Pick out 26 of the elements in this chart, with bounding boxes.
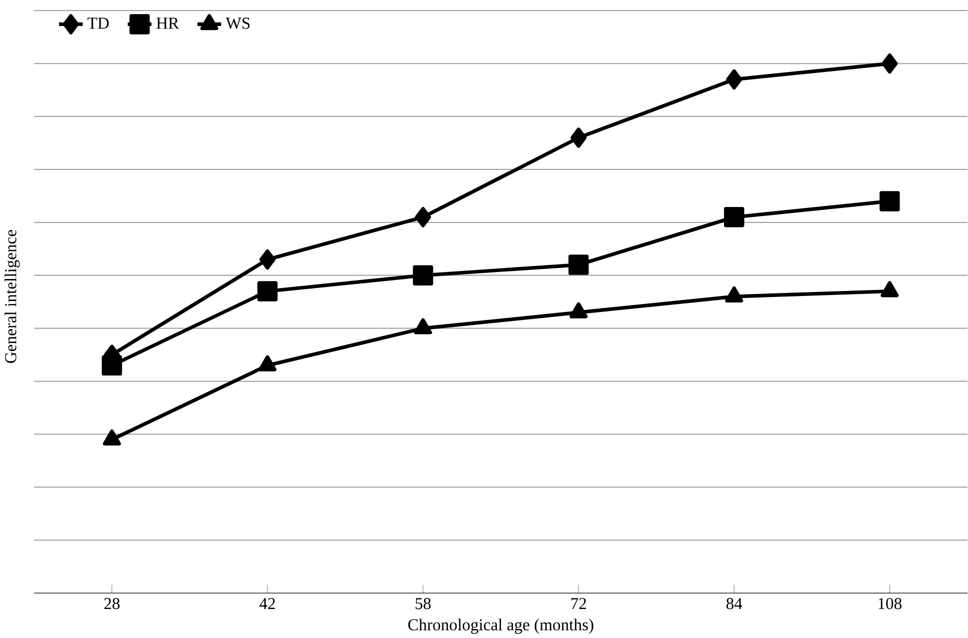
point bbox=[257, 280, 278, 302]
point bbox=[726, 69, 742, 90]
point bbox=[882, 53, 898, 74]
x-tick-label: 84 bbox=[726, 598, 742, 609]
x-tick-label: 42 bbox=[259, 598, 275, 609]
legend-label: HR bbox=[156, 18, 180, 28]
point bbox=[412, 265, 434, 286]
x-tick-label: 72 bbox=[571, 598, 586, 609]
legend-label: TD bbox=[88, 18, 109, 28]
point bbox=[725, 286, 744, 302]
point bbox=[414, 318, 432, 334]
x-axis-title: Chronological age (months) bbox=[408, 618, 594, 634]
x-tick-label: 108 bbox=[878, 598, 902, 609]
legend-label: WS bbox=[226, 17, 250, 29]
x-tick-label: 28 bbox=[104, 598, 120, 609]
point bbox=[259, 249, 276, 270]
point bbox=[724, 206, 744, 227]
y-axis-title: General intelligence bbox=[4, 230, 20, 363]
point bbox=[258, 355, 276, 372]
point bbox=[568, 254, 589, 275]
x-tick-label: 58 bbox=[416, 598, 431, 609]
point bbox=[570, 302, 588, 318]
point bbox=[880, 190, 900, 212]
point bbox=[414, 206, 432, 227]
point bbox=[570, 127, 587, 148]
point bbox=[102, 429, 121, 446]
